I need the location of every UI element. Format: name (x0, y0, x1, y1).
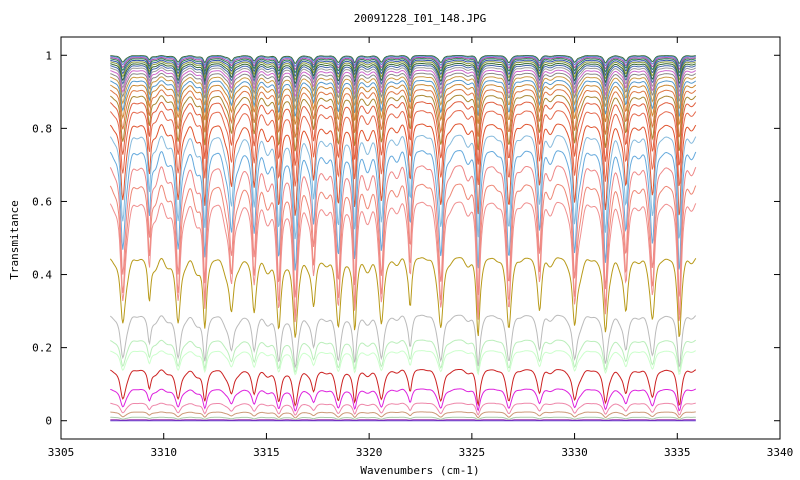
x-axis: 3305 3310 3315 3320 3325 3330 3335 3340 (48, 37, 794, 459)
chart-title: 20091228_I01_148.JPG (354, 12, 486, 25)
series-line (110, 69, 697, 98)
series-line (110, 76, 697, 111)
series-line (109, 314, 697, 370)
y-tick-label: 0.4 (32, 269, 52, 282)
series-line (110, 419, 696, 422)
x-tick-label: 3305 (48, 446, 75, 459)
series-line (110, 350, 697, 376)
y-tick-label: 0.8 (32, 122, 52, 135)
series-line (110, 88, 697, 138)
series-line (110, 411, 696, 419)
x-tick-label: 3335 (664, 446, 691, 459)
plot-frame (60, 36, 781, 440)
y-tick-label: 0 (45, 415, 52, 428)
x-tick-label: 3315 (253, 446, 280, 459)
series-line (110, 64, 696, 89)
series-line (110, 79, 697, 118)
series-line (109, 201, 697, 323)
x-tick-label: 3325 (459, 446, 486, 459)
series-line (110, 59, 696, 78)
series-line (110, 67, 696, 94)
series-line (109, 134, 697, 240)
series-line (109, 101, 697, 166)
y-axis-label: Transmitance (8, 200, 21, 279)
y-tick-label: 0.6 (32, 195, 52, 208)
series-line (110, 416, 696, 421)
x-axis-label: Wavenumbers (cm-1) (360, 464, 479, 477)
series-line (110, 63, 696, 85)
y-tick-label: 0.2 (32, 342, 52, 355)
series-line (109, 257, 697, 338)
series-line (110, 83, 697, 126)
series-line (110, 56, 696, 71)
series-line (109, 183, 697, 316)
y-tick-label: 1 (45, 49, 52, 62)
series-line (109, 149, 697, 271)
series-line (110, 94, 697, 152)
x-tick-label: 3340 (767, 446, 794, 459)
y-axis: 0 0.2 0.4 0.6 0.8 1 (32, 49, 780, 428)
x-tick-label: 3320 (356, 446, 383, 459)
series-group (109, 54, 697, 422)
series-line (110, 55, 696, 68)
series-line (110, 388, 697, 412)
series-line (110, 72, 697, 103)
series-line (109, 109, 697, 187)
series-line (110, 61, 696, 81)
series-line (110, 339, 697, 374)
series-line (110, 402, 696, 416)
x-tick-label: 3310 (150, 446, 177, 459)
series-line (110, 369, 697, 407)
series-line (110, 54, 696, 65)
series-line (109, 123, 697, 216)
series-line (110, 58, 696, 74)
x-tick-label: 3330 (561, 446, 588, 459)
series-line (109, 165, 697, 298)
